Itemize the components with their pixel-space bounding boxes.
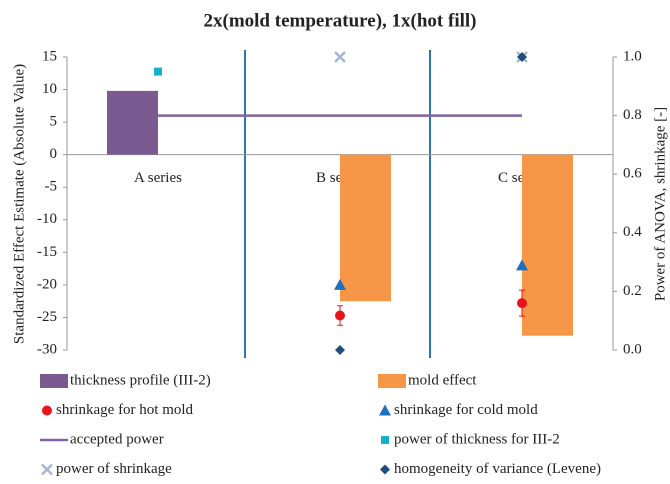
legend-swatch [42, 405, 52, 416]
legend-label: homogeneity of variance (Levene) [394, 461, 601, 477]
marker [335, 310, 345, 321]
legend-swatch [380, 464, 390, 475]
legend-label: thickness profile (III-2) [70, 372, 211, 388]
marker [516, 259, 528, 271]
category-label: A series [134, 170, 182, 186]
marker [335, 345, 345, 355]
marker [154, 67, 162, 76]
legend-label: mold effect [408, 372, 477, 388]
y-tick-label: 15 [42, 48, 57, 64]
chart-title: 2x(mold temperature), 1x(hot fill) [204, 10, 477, 31]
legend-swatch [40, 374, 68, 388]
legend-label: power of thickness for III-2 [394, 431, 560, 447]
bar [340, 154, 391, 302]
bar [522, 154, 573, 336]
y2-tick-label: 0.2 [623, 283, 642, 299]
marker [517, 52, 527, 62]
legend-label: shrinkage for cold mold [394, 402, 538, 418]
y-tick-label: 0 [50, 146, 58, 162]
y2-axis-label: Power of ANOVA, shrinkage [-] [652, 107, 668, 301]
y2-tick-label: 1.0 [623, 48, 642, 64]
y-tick-label: -30 [37, 341, 57, 357]
marker [517, 298, 527, 309]
legend-swatch [41, 463, 53, 476]
bar [107, 90, 158, 155]
y-tick-label: -10 [37, 211, 57, 227]
marker [334, 278, 346, 290]
y2-tick-label: 0.8 [623, 107, 642, 123]
legend-label: accepted power [70, 431, 164, 447]
y-tick-label: 10 [42, 81, 57, 97]
legend-label: shrinkage for hot mold [56, 402, 194, 418]
y-tick-label: -25 [37, 309, 57, 325]
marker [334, 51, 346, 63]
y-axis-label: Standardized Effect Estimate (Absolute V… [11, 64, 27, 344]
y2-tick-label: 0.0 [623, 341, 642, 357]
y-tick-label: -20 [37, 276, 57, 292]
legend-swatch [379, 404, 391, 416]
legend-swatch [381, 436, 389, 444]
y-tick-label: 5 [50, 114, 58, 130]
y-tick-label: -5 [45, 179, 58, 195]
y2-tick-label: 0.6 [623, 166, 642, 182]
legend-swatch [378, 374, 406, 388]
legend-label: power of shrinkage [56, 461, 172, 477]
y-tick-label: -15 [37, 244, 57, 260]
y2-tick-label: 0.4 [623, 224, 642, 240]
